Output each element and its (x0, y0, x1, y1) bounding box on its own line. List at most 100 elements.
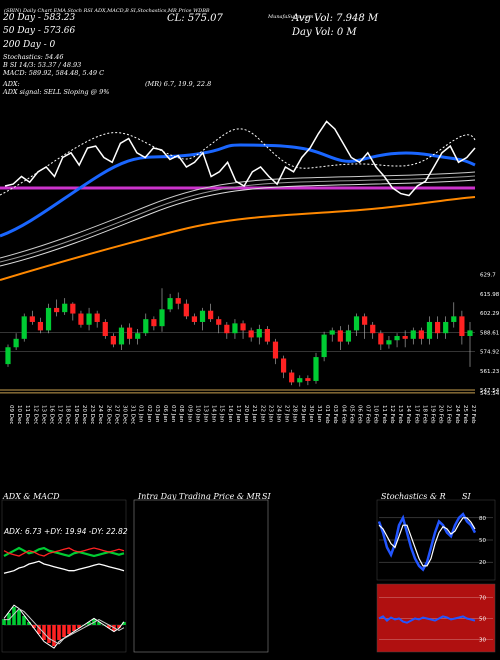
date-tick-label: 17 Dec (57, 405, 63, 424)
candle (353, 313, 360, 337)
site-watermark: MunafaSutra.com (268, 14, 314, 20)
price-axis: 629.7 615.98 602.29 588.61 574.92 561.23 547.5… (480, 273, 500, 397)
candle (224, 321, 230, 339)
stochastics-title: Stochastics & R (381, 492, 446, 501)
adx-value-text: ADX: 6.73 +DY: 19.94 -DY: 22.82 (3, 527, 128, 536)
ema200-label: 200 Day - 0 (3, 40, 56, 50)
date-tick-label: 20 Dec (81, 405, 87, 424)
date-tick-label: 19 Dec (73, 405, 79, 424)
date-tick-label: 16 Dec (49, 405, 55, 424)
rsi-line (378, 615, 476, 624)
candle (370, 321, 376, 339)
candle (418, 327, 424, 345)
candle-body (434, 321, 441, 334)
date-tick-label: 28 Jan (292, 405, 298, 423)
date-tick-label: 13 Jan (203, 405, 209, 423)
candle-body (240, 323, 246, 331)
candle-body (224, 324, 230, 334)
candle (337, 326, 343, 351)
candle-body (313, 357, 319, 381)
candle (272, 338, 279, 365)
candle (86, 307, 92, 331)
date-tick-label: 17 Feb (413, 405, 419, 424)
date-tick-label: 26 Dec (105, 405, 111, 424)
date-tick-label: 12 Dec (32, 405, 38, 424)
candle-body (337, 330, 343, 342)
macd-hist-bar (52, 625, 56, 646)
candle-body (353, 316, 360, 331)
macd-hist-bar (97, 622, 101, 625)
candle (62, 298, 68, 315)
date-tick-label: 31 Jan (316, 405, 322, 423)
date-tick-label: 05 Feb (348, 405, 354, 424)
macd-hist-bar (27, 622, 31, 625)
candle-body (37, 321, 44, 331)
date-tick-label: 10 Jan (194, 405, 200, 423)
candle-body (402, 336, 408, 339)
candle-body (102, 321, 108, 337)
candle (410, 327, 416, 345)
candle (451, 302, 457, 328)
price-tick-label: 588.61 (480, 330, 499, 336)
candle-body (159, 309, 165, 327)
ema-gray-line-3 (0, 179, 476, 267)
candle-body (232, 323, 238, 334)
date-tick-label: 20 Feb (438, 405, 444, 424)
candle (167, 293, 173, 313)
candle-body (305, 378, 311, 381)
stochastics-label: Stochastics: 54.46 (3, 53, 64, 61)
price-tick-label: 574.92 (480, 350, 499, 356)
candle-body (378, 333, 384, 345)
chart-header-small: (SBIN) Daily Chart EMA Stoch RSI ADX,MAC… (4, 8, 210, 14)
candle (110, 333, 116, 348)
adx-macd-title: ADX & MACD (3, 492, 60, 501)
date-tick-label: 27 Feb (470, 405, 476, 424)
date-tick-label: 10 Feb (373, 405, 379, 424)
adx-series-line (3, 560, 125, 574)
candle (37, 317, 44, 334)
price-line (4, 120, 476, 197)
macd-signal-line (4, 608, 125, 645)
close-price-label: CL: 575.07 (167, 13, 223, 24)
candle-body (289, 372, 295, 383)
candle (459, 310, 465, 345)
stoch-tick-label: 50 (479, 538, 486, 544)
macd-hist-bar (122, 622, 126, 625)
price-tick-label: 602.29 (480, 311, 500, 317)
candle-body (394, 336, 400, 341)
candle-body (370, 324, 376, 334)
date-tick-label: 18 Dec (65, 405, 71, 424)
candle (313, 352, 319, 384)
date-tick-label: 23 Jan (267, 405, 273, 423)
candle-body (321, 334, 327, 358)
date-tick-label: 30 Jan (308, 405, 314, 423)
candle-body (167, 298, 173, 310)
macd-hist-bar (87, 622, 91, 625)
candle-body (118, 327, 125, 345)
macd-hist-bar (57, 625, 61, 640)
date-tick-label: 20 Jan (243, 405, 249, 423)
candle-body (62, 303, 68, 313)
candle (394, 333, 400, 348)
candle (329, 327, 335, 342)
date-axis: 09 Dec 10 Dec 11 Dec 12 Dec 13 Dec 16 Dec 17 D… (8, 405, 476, 424)
date-tick-label: 14 Feb (405, 405, 411, 424)
macd-hist-bar (62, 625, 66, 637)
ema-overview-panel (0, 120, 476, 281)
candle-body (426, 321, 433, 339)
date-tick-label: 01 Jan (138, 405, 144, 423)
candle-body (175, 298, 181, 304)
date-tick-label: 09 Dec (8, 405, 14, 424)
candle (443, 316, 449, 339)
ema-gray-line-2 (0, 175, 476, 263)
candle-body (248, 330, 254, 338)
candle-body (86, 313, 92, 325)
stoch-lines: 80 50 20 (377, 512, 493, 572)
adx-series-line (3, 547, 125, 557)
rsi-tick-label: 70 (479, 596, 486, 602)
candle (143, 313, 149, 337)
candle (248, 327, 254, 342)
stoch-tick-label: 80 (479, 516, 486, 522)
date-tick-label: 23 Dec (89, 405, 95, 424)
